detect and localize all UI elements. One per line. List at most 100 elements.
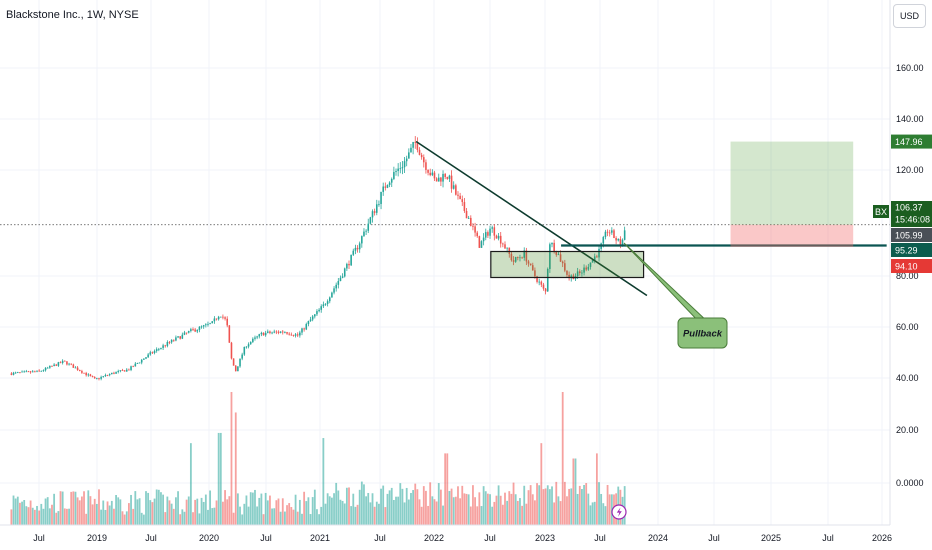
volume-bar — [23, 500, 26, 525]
volume-bar — [595, 453, 598, 525]
time-tick-label: 2019 — [87, 533, 107, 543]
volume-bar — [311, 497, 314, 525]
volume-bar — [151, 502, 154, 525]
volume-bar — [172, 508, 175, 525]
price-tick-label: 20.00 — [896, 425, 919, 435]
candle-body — [16, 372, 19, 374]
volume-bar — [21, 501, 23, 525]
candle-body — [463, 202, 466, 211]
volume-bar — [305, 501, 308, 525]
candle-body — [224, 317, 226, 319]
price-tag — [891, 243, 932, 257]
candle-body — [591, 259, 594, 263]
candle-body — [371, 211, 374, 218]
volume-bar — [63, 508, 66, 525]
candle-body — [168, 342, 171, 343]
price-tag — [891, 228, 932, 242]
volume-bar — [288, 503, 291, 525]
candle-body — [307, 321, 310, 325]
volume-bar — [119, 499, 122, 525]
candle-body — [34, 371, 36, 373]
candle-body — [561, 261, 564, 264]
candle-body — [93, 377, 96, 379]
volume-bar — [89, 496, 92, 525]
volume-bar — [360, 481, 363, 525]
volume-bar — [427, 505, 429, 525]
candle-body — [205, 324, 207, 326]
candle-body — [480, 241, 483, 248]
volume-bar — [149, 500, 152, 525]
grid-lines — [0, 0, 890, 525]
price-tick-label: 60.00 — [896, 322, 919, 332]
candle-body — [57, 362, 60, 366]
time-tick-label: Jul — [33, 533, 45, 543]
price-axis[interactable]: 160.00 140.00 120.00 80.00 60.00 40.00 20.00 0.… — [896, 63, 924, 488]
volume-bar — [322, 438, 325, 525]
candle-body — [138, 362, 141, 364]
candle-body — [190, 329, 192, 332]
candle-body — [570, 275, 573, 279]
volume-bar — [429, 482, 432, 525]
candle-body — [262, 332, 265, 336]
candle-body — [215, 318, 218, 320]
candle-body — [452, 185, 455, 189]
volume-bar — [245, 495, 248, 525]
volume-bar — [142, 514, 145, 525]
volume-bar — [106, 501, 109, 525]
volume-bar — [123, 514, 126, 525]
trendline — [415, 140, 648, 297]
candle-body — [68, 363, 70, 365]
volume-bar — [397, 496, 400, 525]
volume-bar — [587, 493, 590, 525]
volume-bar — [316, 509, 318, 525]
time-axis[interactable]: Jul 2019 Jul 2020 Jul 2021 Jul 2022 Jul 2023 Jul 20… — [33, 533, 892, 543]
candle-body — [621, 239, 624, 247]
candle-body — [87, 374, 90, 376]
candle-body — [568, 274, 570, 279]
candle-body — [559, 254, 562, 262]
volume-bar — [536, 483, 538, 525]
currency-button[interactable]: USD — [893, 4, 926, 28]
volume-bar — [578, 485, 581, 525]
drawings[interactable]: Pullback — [415, 140, 887, 349]
volume-bar — [345, 487, 348, 525]
time-tick-label: 2023 — [535, 533, 555, 543]
candle-body — [311, 316, 314, 320]
volume-bar — [508, 491, 511, 525]
volume-bar — [516, 500, 519, 525]
candle-body — [339, 277, 342, 282]
candle-body — [104, 375, 107, 377]
candle-body — [166, 342, 169, 346]
candle-body — [158, 348, 160, 350]
candle-body — [414, 141, 417, 143]
candle-body — [38, 370, 40, 372]
lightning-icon[interactable] — [611, 504, 627, 520]
candle-body — [219, 316, 222, 318]
candle-body — [185, 332, 188, 334]
candle-body — [194, 329, 196, 332]
countdown-label: 15:46:08 — [895, 215, 930, 225]
candle-body — [29, 371, 32, 373]
volume-bar — [196, 498, 199, 525]
volume-bar — [480, 506, 483, 525]
candle-body — [326, 301, 329, 304]
candle-body — [378, 203, 380, 205]
candle-body — [134, 363, 137, 367]
candle-body — [234, 365, 237, 372]
candle-body — [292, 335, 295, 336]
candle-body — [140, 359, 143, 363]
volume-bar — [91, 504, 94, 525]
volume-bar — [418, 499, 421, 525]
volume-bar — [10, 509, 13, 525]
volume-bar — [452, 497, 455, 525]
candle-body — [247, 344, 250, 347]
volume-bar — [442, 505, 444, 525]
candle-body — [143, 358, 145, 360]
volume-bar — [581, 489, 583, 525]
volume-bar — [521, 505, 523, 525]
candle-body — [544, 288, 547, 292]
candle-body — [51, 365, 53, 367]
candle-body — [403, 161, 406, 168]
volume-bar — [78, 500, 81, 525]
